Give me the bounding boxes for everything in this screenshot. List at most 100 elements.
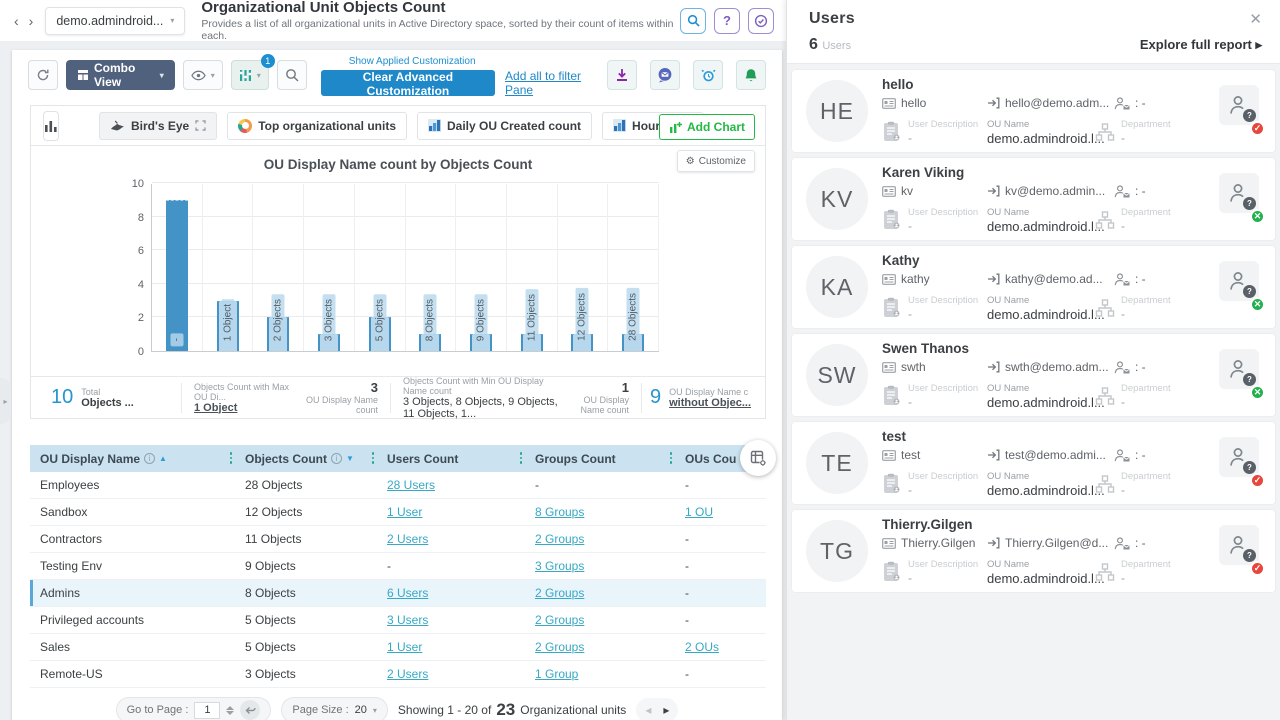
feedback-button[interactable] [650, 60, 680, 90]
drill-down-link[interactable]: 1 Group [535, 667, 578, 681]
drill-down-link[interactable]: 2 Groups [535, 532, 584, 546]
ou-name-field: OU Namedemo.admindroid.l... [987, 295, 1105, 322]
user-profile-button[interactable]: ? [1219, 85, 1259, 125]
cell: 12 Objects [235, 505, 377, 519]
column-header-users-count[interactable]: Users Count [377, 445, 525, 472]
column-header-groups-count[interactable]: Groups Count [525, 445, 675, 472]
drill-down-link[interactable]: 8 Groups [535, 505, 584, 519]
previous-page-icon[interactable]: ◂ [645, 703, 651, 717]
show-applied-customization-link[interactable]: Show Applied Customization [349, 56, 476, 67]
drill-down-link[interactable]: 2 Users [387, 532, 428, 546]
chart-tab-top-organizational-units[interactable]: Top organizational units [227, 112, 407, 140]
table-row[interactable]: Admins8 Objects6 Users2 Groups- [30, 580, 766, 607]
global-search-button[interactable] [680, 8, 706, 34]
table-settings-button[interactable] [740, 440, 776, 476]
schedule-button[interactable] [693, 60, 723, 90]
chart-tab-daily-ou-created-count[interactable]: Daily OU Created count [417, 112, 592, 140]
column-menu-icon[interactable] [670, 452, 673, 464]
drill-down-link[interactable]: 2 Groups [535, 640, 584, 654]
add-chart-button[interactable]: Add Chart [659, 114, 755, 140]
page-stepper[interactable] [226, 706, 234, 715]
user-logon-name: kathy [882, 272, 982, 286]
user-card-hello[interactable]: HEhellohellohello@demo.adm...: -User Des… [792, 70, 1275, 152]
summary-without-link[interactable]: without Objec... [669, 397, 751, 409]
chart-type-button[interactable] [43, 111, 59, 141]
table-row[interactable]: Testing Env9 Objects-3 Groups- [30, 553, 766, 580]
drill-down-link[interactable]: 3 Groups [535, 559, 584, 573]
visibility-dropdown[interactable]: ▾ [183, 60, 223, 90]
chart-category-cell: 3 Objects [304, 184, 355, 351]
drill-down-link[interactable]: 1 User [387, 640, 422, 654]
y-tick-label: 4 [138, 279, 144, 291]
bar-1[interactable] [166, 200, 188, 351]
go-to-page-submit-button[interactable] [240, 700, 260, 720]
add-all-to-filter-link[interactable]: Add all to filter Pane [505, 69, 599, 97]
gear-icon: ⚙ [686, 156, 695, 167]
table-search-button[interactable] [277, 60, 307, 90]
question-badge-icon: ? [1243, 285, 1256, 298]
drill-down-link[interactable]: 2 OUs [685, 640, 719, 654]
return-arrow-icon [245, 706, 256, 715]
user-profile-button[interactable]: ? [1219, 173, 1259, 213]
cell: Sales [30, 640, 235, 654]
table-row[interactable]: Privileged accounts5 Objects3 Users2 Gro… [30, 607, 766, 634]
cell: 6 Users [377, 586, 525, 600]
column-header-ou-display-name[interactable]: OU Display Namei▲ [30, 445, 235, 472]
close-icon[interactable]: ✕ [1249, 10, 1262, 28]
column-filter-dropdown[interactable]: ▾ 1 [231, 60, 269, 90]
user-card-thierry.gilgen[interactable]: TGThierry.GilgenThierry.GilgenThierry.Gi… [792, 510, 1275, 592]
table-row[interactable]: Contractors11 Objects2 Users2 Groups- [30, 526, 766, 553]
drill-down-link[interactable]: 2 Users [387, 667, 428, 681]
drill-down-link[interactable]: 28 Users [387, 478, 435, 492]
user-description-field: User Description- [882, 559, 978, 585]
drill-down-link[interactable]: 2 Groups [535, 586, 584, 600]
user-card-swth[interactable]: SWSwen Thanosswthswth@demo.adm...: -User… [792, 334, 1275, 416]
drill-down-link[interactable]: 1 User [387, 505, 422, 519]
summary-total: 10 TotalObjects ... [31, 386, 181, 409]
user-profile-button[interactable]: ? [1219, 349, 1259, 389]
sidebar-expander[interactable]: ▸ [0, 378, 11, 424]
refresh-button[interactable] [28, 60, 58, 90]
table-row[interactable]: Sales5 Objects1 User2 Groups2 OUs [30, 634, 766, 661]
cell: 11 Objects [235, 532, 377, 546]
drill-down-link[interactable]: 3 Users [387, 613, 428, 627]
nav-forward-icon[interactable]: › [29, 13, 34, 29]
clear-advanced-customization-button[interactable]: Clear Advanced Customization [321, 70, 495, 96]
user-description-field: User Description- [882, 471, 978, 497]
org-chart-icon [1095, 475, 1115, 494]
chart-tab-bird-s-eye[interactable]: Bird's Eye [99, 112, 217, 140]
table-row[interactable]: Employees28 Objects28 Users-- [30, 472, 766, 499]
column-menu-icon[interactable] [372, 452, 375, 464]
tenant-selector[interactable]: demo.admindroid... ▾ [45, 7, 185, 35]
view-mode-dropdown[interactable]: Combo View ▾ [66, 60, 175, 90]
help-button[interactable]: ? [714, 8, 740, 34]
nav-back-icon[interactable]: ‹ [14, 13, 19, 29]
summary-max-link[interactable]: 1 Object [194, 402, 299, 414]
user-card-test[interactable]: TEtesttesttest@demo.admi...: -User Descr… [792, 422, 1275, 504]
verified-status-button[interactable] [748, 8, 774, 34]
sign-in-icon [987, 449, 1000, 461]
drill-down-link[interactable]: 1 OU [685, 505, 713, 519]
column-menu-icon[interactable] [230, 452, 233, 464]
table-row[interactable]: Sandbox12 Objects1 User8 Groups1 OU [30, 499, 766, 526]
user-profile-button[interactable]: ? [1219, 525, 1259, 565]
user-profile-button[interactable]: ? [1219, 437, 1259, 477]
page-size-dropdown[interactable]: Page Size : 20 ▾ [281, 697, 388, 720]
explore-full-report-link[interactable]: Explore full report ▸ [1140, 37, 1262, 53]
export-download-button[interactable] [607, 60, 637, 90]
alerts-button[interactable] [736, 60, 766, 90]
column-header-objects-count[interactable]: Objects Counti▼ [235, 445, 377, 472]
drill-down-link[interactable]: 6 Users [387, 586, 428, 600]
table-row[interactable]: Remote-US3 Objects2 Users1 Group- [30, 661, 766, 688]
page-number-input[interactable] [194, 702, 220, 719]
drill-down-link[interactable]: 2 Groups [535, 613, 584, 627]
user-logon-name: Thierry.Gilgen [882, 536, 982, 550]
chart-category-cell: 12 Objects [558, 184, 609, 351]
chart-category-cell: 9 Objects [456, 184, 507, 351]
user-card-kv[interactable]: KVKaren Vikingkvkv@demo.admin...: -User … [792, 158, 1275, 240]
column-menu-icon[interactable] [520, 452, 523, 464]
customize-chart-button[interactable]: ⚙ Customize [677, 150, 755, 172]
next-page-icon[interactable]: ▸ [663, 703, 669, 717]
user-profile-button[interactable]: ? [1219, 261, 1259, 301]
user-card-kathy[interactable]: KAKathykathykathy@demo.ad...: -User Desc… [792, 246, 1275, 328]
